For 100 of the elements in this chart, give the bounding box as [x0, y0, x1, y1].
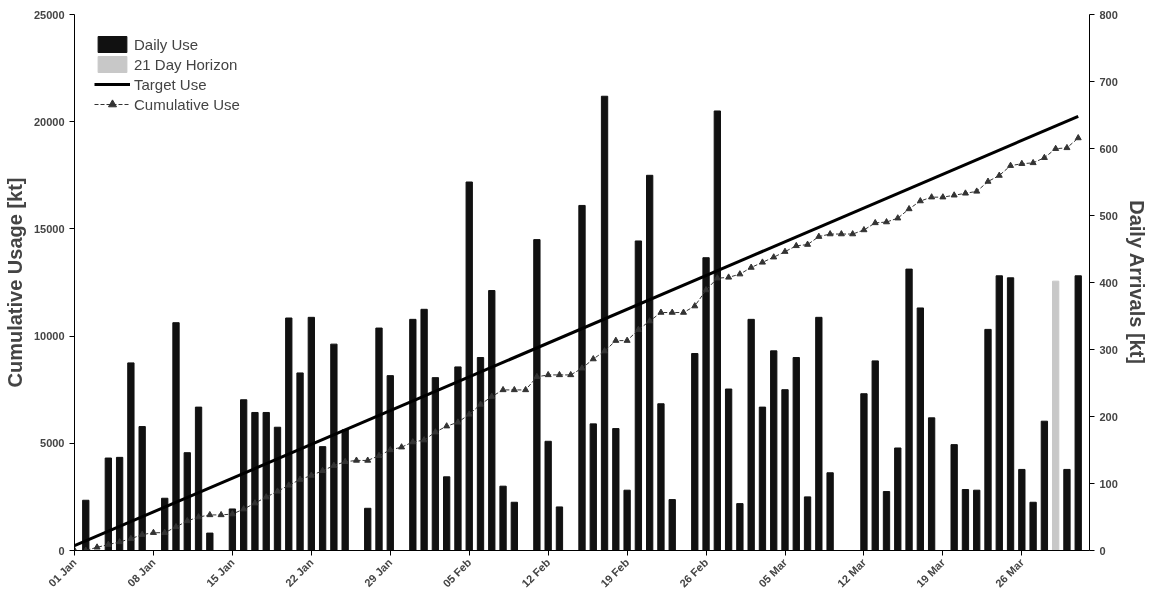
legend-label: Daily Use: [134, 35, 199, 53]
bar: [634, 240, 643, 551]
bar: [240, 399, 248, 551]
y2-tick-label: 800: [1099, 8, 1118, 21]
bar: [115, 456, 124, 551]
bar: [1063, 468, 1071, 551]
x-tick-label: 12 Mar: [835, 555, 869, 590]
bar: [612, 428, 620, 551]
bar: [341, 429, 349, 551]
bar: [285, 317, 293, 551]
x-tick-label: 05 Feb: [440, 556, 474, 590]
legend-label: 21 Day Horizon: [134, 55, 238, 73]
bar: [691, 353, 699, 551]
x-tick-label: 26 Feb: [677, 556, 711, 590]
bar: [465, 181, 473, 551]
x-tick-label: 19 Mar: [914, 555, 948, 590]
y-tick-label: 0: [58, 544, 65, 557]
legend-label: Cumulative Use: [134, 95, 240, 113]
y2-tick-label: 700: [1099, 75, 1118, 88]
bar: [826, 472, 834, 551]
bar: [318, 446, 327, 551]
bar: [1074, 275, 1082, 551]
bar: [803, 496, 812, 551]
bar: [882, 491, 891, 551]
y2-tick-label: 100: [1099, 477, 1118, 490]
bar: [747, 318, 755, 551]
bar: [386, 375, 394, 551]
bar: [1052, 280, 1060, 551]
bar: [206, 532, 214, 551]
bar: [454, 366, 462, 551]
bar: [364, 507, 372, 551]
x-tick-label: 05 Mar: [756, 555, 790, 590]
y2-tick-label: 500: [1099, 209, 1118, 222]
bar: [262, 411, 270, 551]
bar: [499, 485, 507, 551]
y-tick-label: 25000: [33, 8, 65, 21]
bar: [488, 290, 496, 551]
bar: [600, 95, 609, 551]
bar: [871, 360, 879, 551]
x-tick-label: 29 Jan: [361, 556, 395, 589]
bar: [973, 489, 981, 551]
y2-tick-label: 0: [1099, 544, 1106, 557]
bar: [183, 452, 191, 551]
bar: [104, 457, 112, 551]
x-tick-label: 08 Jan: [124, 556, 158, 589]
bar: [555, 506, 564, 551]
x-tick-label: 01 Jan: [46, 556, 79, 589]
bar: [1018, 468, 1026, 551]
bar: [736, 503, 744, 551]
bar: [82, 499, 90, 551]
bar: [194, 406, 203, 551]
bar: [905, 268, 913, 551]
y-tick-label: 20000: [33, 115, 65, 128]
bar: [668, 499, 676, 551]
bar: [860, 393, 868, 551]
bar: [724, 388, 733, 551]
bar: [443, 476, 451, 551]
bar: [781, 389, 789, 551]
y2-tick-label: 200: [1099, 410, 1118, 423]
bar: [950, 444, 958, 551]
y-tick-label: 5000: [40, 437, 65, 450]
bar: [961, 489, 970, 551]
x-tick-label: 26 Mar: [992, 555, 1027, 590]
bar: [420, 308, 428, 551]
bar: [578, 204, 586, 551]
bar: [927, 417, 936, 551]
bar: [894, 447, 902, 551]
bar: [127, 362, 135, 551]
y-tick-label: 15000: [33, 222, 65, 235]
bar: [995, 275, 1003, 551]
legend-label: Target Use: [134, 75, 207, 93]
bar: [330, 343, 338, 551]
bar: [544, 440, 552, 551]
bar: [1029, 501, 1037, 551]
bar: [792, 357, 800, 551]
bar: [172, 322, 180, 551]
bar: [476, 357, 485, 551]
bar: [589, 423, 597, 551]
bar: [758, 406, 767, 551]
y-axis-title: Cumulative Usage [kt]: [3, 177, 26, 388]
bar: [984, 328, 992, 551]
bar: [375, 327, 383, 551]
bar: [713, 110, 721, 551]
bar: [533, 239, 541, 551]
bar: [1006, 277, 1015, 551]
x-tick-label: 19 Feb: [598, 556, 632, 590]
x-tick-label: 12 Feb: [519, 556, 553, 590]
bar: [431, 377, 440, 551]
bar: [623, 489, 631, 551]
x-tick-label: 22 Jan: [282, 556, 316, 589]
bar: [770, 350, 778, 551]
bar: [702, 257, 710, 551]
x-tick-label: 15 Jan: [203, 556, 237, 589]
y-tick-label: 10000: [33, 330, 65, 343]
bar: [138, 426, 146, 551]
bar: [273, 426, 282, 551]
bar: [646, 174, 654, 551]
bar: [510, 501, 518, 551]
bar: [409, 318, 417, 551]
bar: [815, 316, 823, 551]
